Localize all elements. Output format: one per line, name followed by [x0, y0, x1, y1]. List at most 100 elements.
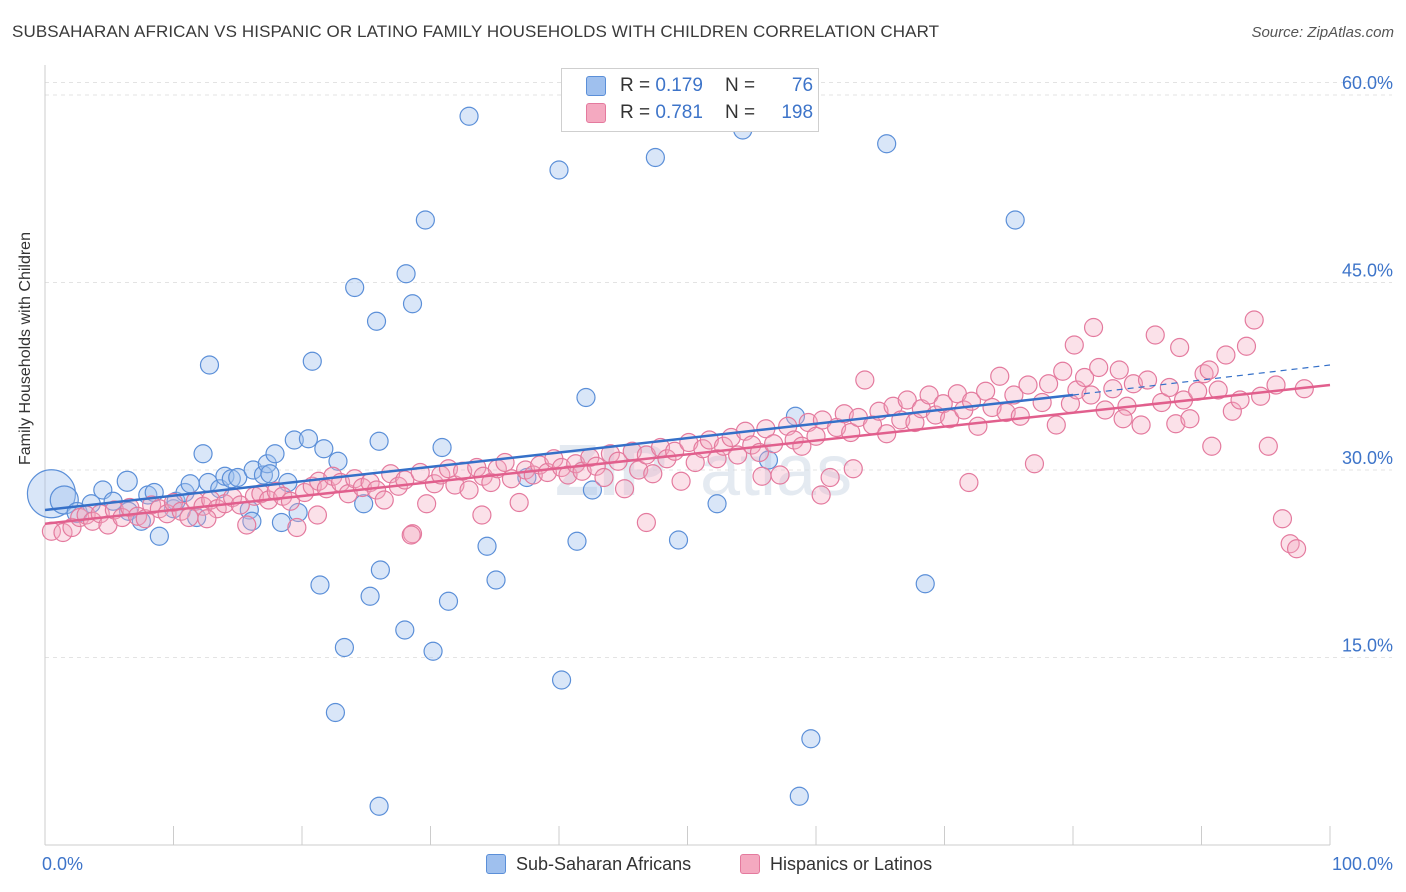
point-sub-saharan [271, 512, 292, 533]
point-hispanic [959, 472, 979, 493]
point-sub-saharan [334, 637, 355, 658]
point-hispanic [1131, 415, 1151, 435]
point-hispanic [1089, 357, 1109, 378]
point-hispanic [1159, 377, 1179, 398]
y-axis-label-wrap: Family Households with Children [16, 232, 36, 465]
point-hispanic [401, 525, 421, 545]
point-sub-saharan [284, 430, 304, 450]
legend-swatch-blue [586, 76, 606, 96]
point-sub-saharan [576, 387, 596, 408]
point-hispanic [1202, 436, 1222, 456]
point-sub-saharan [877, 134, 897, 154]
point-hispanic [1222, 401, 1242, 421]
point-sub-saharan [395, 620, 415, 640]
point-hispanic [566, 454, 586, 474]
point-sub-saharan [1005, 210, 1025, 230]
point-hispanic [770, 465, 790, 485]
legend-swatch-hispanic [740, 854, 760, 874]
r-value: 0.781 [655, 102, 703, 123]
point-sub-saharan [180, 474, 200, 494]
point-sub-saharan [302, 351, 322, 371]
point-sub-saharan [260, 464, 280, 484]
point-hispanic [1018, 375, 1038, 395]
point-hispanic [1024, 454, 1045, 474]
point-hispanic [843, 459, 863, 479]
point-hispanic [472, 505, 492, 525]
axes [44, 65, 1331, 846]
point-hispanic [266, 481, 286, 501]
point-sub-saharan [801, 729, 821, 749]
point-hispanic [1103, 379, 1123, 399]
point-sub-saharan [116, 470, 138, 492]
gridlines [45, 82, 1392, 658]
point-sub-saharan [149, 526, 169, 546]
point-sub-saharan [345, 277, 365, 298]
point-hispanic [417, 494, 437, 514]
point-hispanic [374, 490, 394, 510]
point-hispanic [1280, 534, 1300, 554]
point-sub-saharan [369, 796, 389, 816]
y-tick-label: 30.0% [1342, 448, 1393, 468]
trend-line-sub-saharan [44, 393, 1074, 512]
point-hispanic [806, 426, 826, 446]
point-hispanic [1199, 360, 1219, 380]
point-hispanic [752, 466, 772, 486]
point-hispanic [62, 517, 82, 538]
point-hispanic [307, 505, 328, 525]
source-credit: Source: ZipAtlas.com [1251, 24, 1394, 41]
point-sub-saharan [314, 439, 334, 459]
point-sub-saharan [370, 560, 390, 580]
point-hispanic [1145, 325, 1165, 345]
point-hispanic [990, 366, 1010, 386]
legend-item-hispanics-or-latinos: Hispanics or Latinos [740, 852, 932, 876]
point-hispanic [127, 506, 148, 526]
point-sub-saharan [325, 702, 346, 723]
point-sub-saharan [415, 210, 435, 230]
point-sub-saharan [551, 670, 572, 690]
points-sub-saharan-africans [26, 106, 1025, 816]
point-sub-saharan [438, 591, 459, 611]
point-hispanic [1064, 335, 1084, 355]
point-hispanic [1046, 415, 1066, 435]
r-value: 0.179 [655, 75, 703, 96]
point-hispanic [1010, 406, 1030, 426]
point-hispanic [811, 485, 831, 505]
point-sub-saharan [360, 586, 380, 606]
point-hispanic [237, 515, 257, 535]
point-sub-saharan [328, 451, 348, 471]
point-hispanic [643, 464, 663, 484]
point-hispanic [1074, 367, 1095, 388]
n-label: N = [724, 75, 756, 96]
y-tick-label: 60.0% [1342, 73, 1393, 93]
point-sub-saharan [582, 480, 603, 500]
point-hispanic [1004, 385, 1024, 405]
point-hispanic [230, 495, 250, 515]
point-sub-saharan [193, 444, 213, 464]
point-hispanic [671, 471, 691, 491]
point-hispanic [707, 449, 727, 469]
point-hispanic [976, 381, 996, 401]
x-tick-label-min: 0.0% [42, 854, 83, 874]
point-sub-saharan [402, 294, 423, 314]
point-sub-saharan [459, 106, 479, 126]
point-hispanic [402, 524, 423, 544]
point-hispanic [968, 416, 988, 436]
point-hispanic [1113, 409, 1133, 429]
n-value: 198 [781, 102, 814, 123]
point-hispanic [1166, 414, 1186, 434]
r-label: R = [620, 102, 651, 123]
points-hispanics-or-latinos [41, 310, 1314, 559]
point-hispanic [558, 465, 578, 485]
point-hispanic [1208, 380, 1228, 400]
point-hispanic [1236, 336, 1257, 356]
point-hispanic [855, 370, 875, 390]
r-label: R = [620, 75, 651, 96]
legend-swatch-sub-saharan [486, 854, 506, 874]
point-hispanic [53, 522, 73, 543]
point-sub-saharan [396, 264, 416, 284]
legend-row-hispanic: R = 0.781 N = 198 [586, 101, 813, 125]
point-sub-saharan [423, 641, 443, 661]
point-sub-saharan [354, 494, 374, 514]
x-tick-label-max: 100.0% [1332, 854, 1393, 874]
